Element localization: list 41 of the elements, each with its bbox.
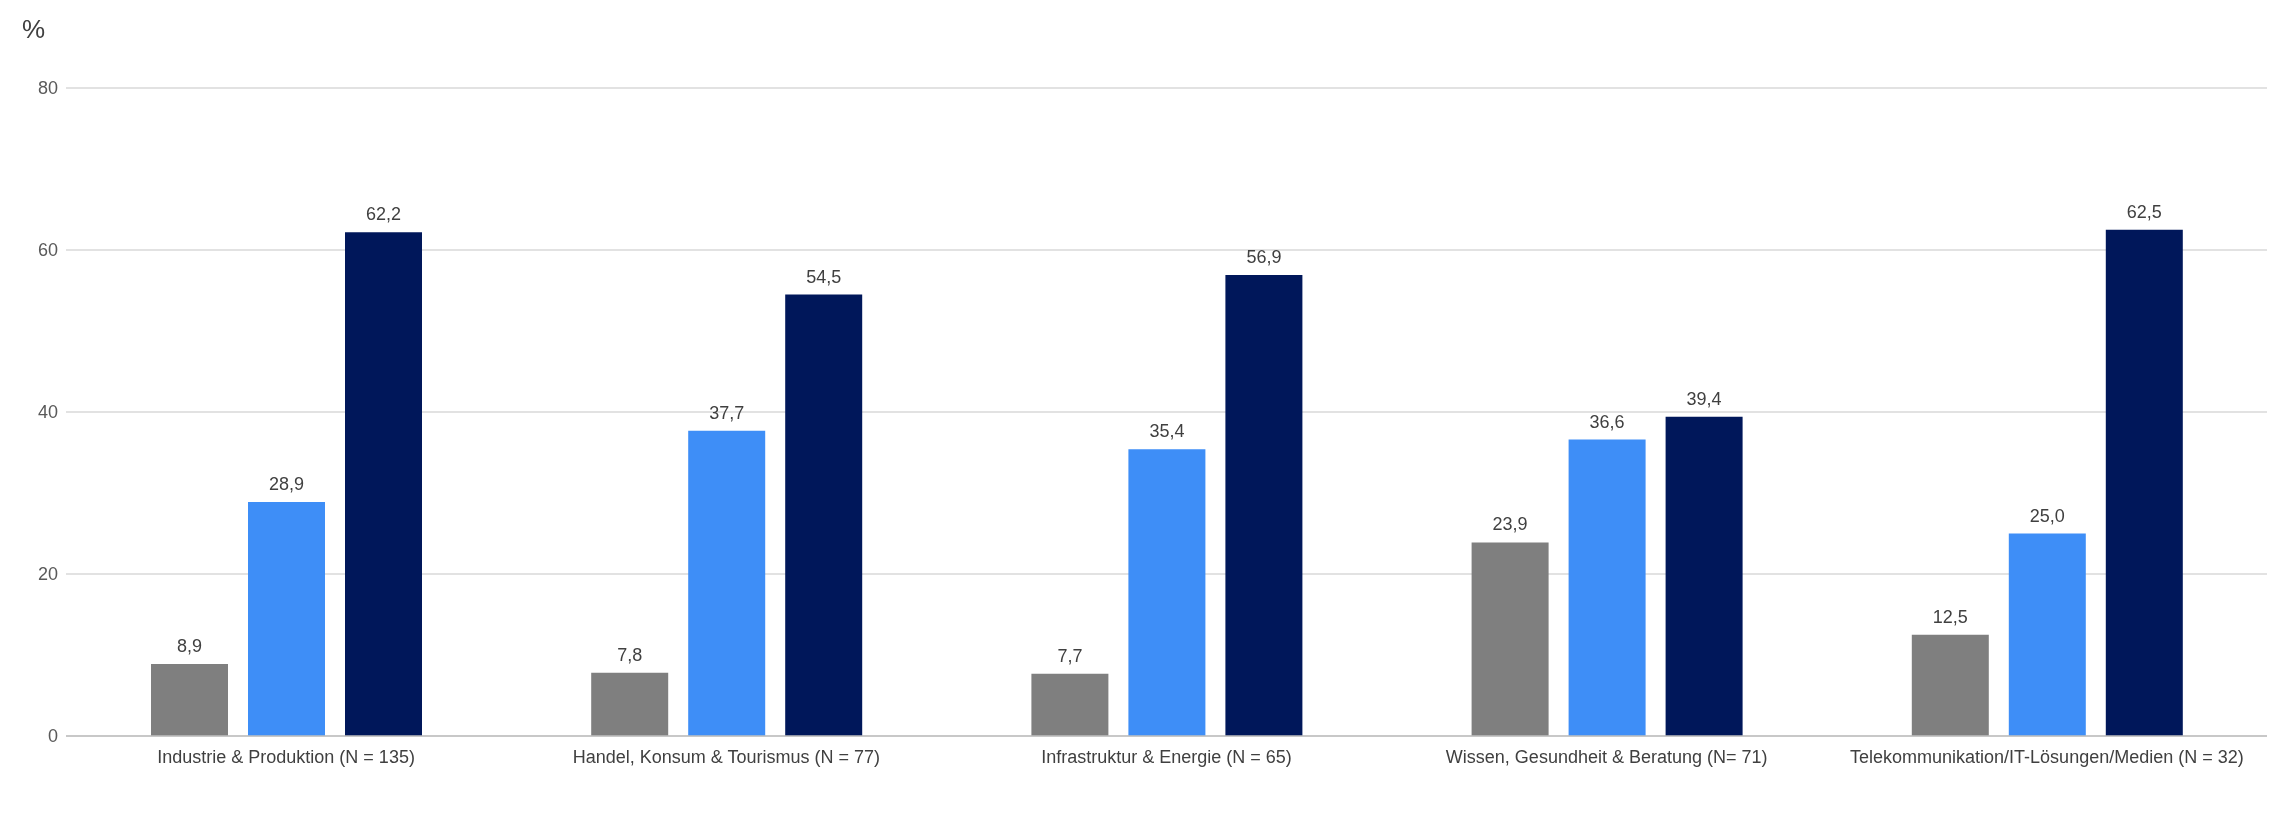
data-label: 7,7	[1057, 645, 1083, 666]
data-label: 12,5	[1932, 606, 1968, 627]
x-tick-label: Industrie & Produktion (N = 135)	[157, 746, 415, 767]
bar	[1568, 439, 1646, 736]
data-label: 25,0	[2029, 505, 2065, 526]
bar	[2008, 533, 2086, 736]
x-tick-label: Wissen, Gesundheit & Beratung (N= 71)	[1445, 746, 1768, 767]
data-label: 37,7	[709, 402, 745, 423]
bar	[1911, 634, 1989, 736]
bar	[151, 663, 228, 736]
bar	[1128, 449, 1206, 736]
bar	[688, 430, 766, 736]
bar	[1225, 275, 1303, 736]
bar	[1031, 673, 1109, 736]
data-label: 39,4	[1686, 388, 1722, 409]
x-tick-label: Handel, Konsum & Tourismus (N = 77)	[572, 746, 880, 767]
x-tick-label: Infrastruktur & Energie (N = 65)	[1041, 746, 1292, 767]
data-label: 36,6	[1589, 411, 1625, 432]
bar	[345, 232, 422, 736]
bar	[248, 501, 325, 736]
data-label: 35,4	[1149, 421, 1185, 442]
y-tick-label: 20	[37, 564, 58, 585]
data-label: 7,8	[617, 644, 643, 665]
data-label: 56,9	[1246, 247, 1282, 268]
data-label: 8,9	[176, 635, 203, 656]
y-tick-label: 80	[37, 78, 58, 99]
bar	[2105, 229, 2183, 736]
data-label: 28,9	[268, 473, 305, 494]
y-axis-title: %	[22, 14, 46, 45]
data-label: 62,2	[365, 204, 402, 225]
y-tick-label: 0	[47, 726, 58, 747]
data-label: 54,5	[806, 266, 842, 287]
bar	[591, 672, 669, 736]
x-tick-label: Telekommunikation/IT-Lösungen/Medien (N = 32)	[1850, 746, 2244, 767]
bar	[1665, 416, 1743, 736]
bar	[785, 294, 863, 736]
data-label: 62,5	[2126, 201, 2162, 222]
y-tick-label: 40	[37, 402, 58, 423]
y-tick-label: 60	[37, 240, 58, 261]
data-label: 23,9	[1492, 514, 1528, 535]
bar	[1471, 542, 1549, 736]
